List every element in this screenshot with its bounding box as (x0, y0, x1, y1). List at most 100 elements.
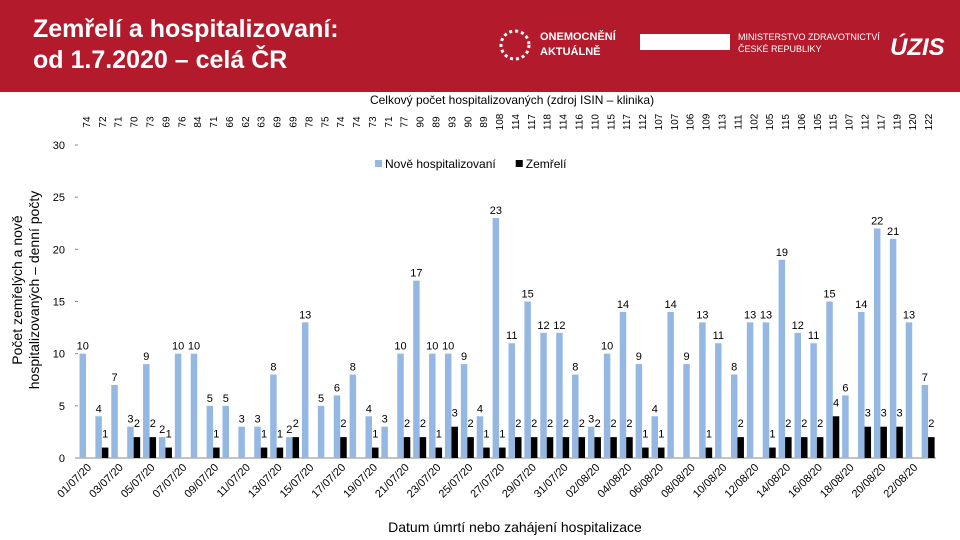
x-tick-label: 20/08/20 (850, 462, 889, 501)
total-label: 102 (749, 113, 760, 130)
value-label: 2 (150, 418, 156, 430)
total-label: 115 (606, 114, 617, 130)
bar-hospitalized (254, 426, 261, 458)
total-label: 63 (257, 116, 268, 128)
value-label: 4 (96, 403, 102, 415)
value-label: 3 (127, 414, 133, 426)
bar-hospitalized (111, 384, 118, 458)
value-label: 1 (166, 429, 172, 441)
bar-hospitalized (429, 353, 436, 458)
total-label: 89 (479, 116, 490, 128)
x-tick-label: 25/07/20 (437, 462, 476, 501)
x-tick-label: 19/07/20 (341, 462, 380, 501)
total-label: 116 (575, 114, 586, 130)
value-label: 2 (340, 418, 346, 430)
logo-text: ČESKÉ REPUBLIKY (738, 44, 822, 54)
value-label: 9 (143, 351, 149, 363)
value-label: 1 (436, 429, 442, 441)
value-label: 1 (769, 429, 775, 441)
y-tick-label: 15 (53, 297, 65, 309)
total-label: 93 (447, 116, 458, 128)
bar-hospitalized (317, 405, 325, 458)
bar-hospitalized (127, 426, 134, 458)
bar-deaths (546, 437, 554, 458)
total-label: 75 (320, 116, 331, 128)
value-label: 3 (382, 414, 388, 426)
value-label: 14 (665, 299, 677, 311)
bar-deaths (451, 426, 458, 458)
total-label: 112 (638, 114, 649, 130)
total-label: 77 (400, 116, 411, 128)
bar-hospitalized (540, 332, 547, 458)
value-label: 12 (792, 320, 804, 332)
value-label: 2 (563, 418, 569, 430)
bar-deaths (467, 437, 474, 458)
bar-hospitalized (762, 322, 770, 458)
value-label: 5 (318, 393, 324, 405)
value-label: 1 (372, 429, 378, 441)
value-label: 2 (531, 418, 537, 430)
total-label: 114 (511, 114, 522, 130)
value-label: 15 (823, 289, 835, 301)
x-tick-label: 18/08/20 (818, 462, 857, 501)
total-label: 84 (193, 116, 204, 128)
bar-hospitalized (238, 426, 245, 458)
bar-deaths (149, 437, 157, 458)
value-label: 1 (483, 429, 489, 441)
bar-hospitalized (619, 311, 627, 458)
total-label: 69 (161, 116, 172, 128)
value-label: 2 (420, 418, 426, 430)
bar-hospitalized (635, 364, 643, 458)
value-label: 9 (461, 351, 467, 363)
value-label: 13 (744, 309, 756, 321)
bar-deaths (864, 426, 872, 458)
value-label: 13 (903, 309, 915, 321)
value-label: 2 (286, 424, 292, 436)
x-tick-label: 06/08/20 (627, 462, 666, 501)
y-tick-label: 10 (53, 349, 65, 361)
y-tick-label: 5 (59, 401, 65, 413)
bar-hospitalized (794, 332, 801, 458)
value-label: 4 (652, 403, 658, 415)
value-label: 11 (506, 330, 517, 342)
bar-hospitalized (572, 374, 579, 458)
bar-deaths (340, 437, 347, 458)
y-tick-label: 25 (53, 192, 65, 204)
x-tick-label: 31/07/20 (532, 462, 571, 501)
value-label: 1 (499, 429, 505, 441)
value-label: 8 (270, 362, 276, 374)
bar-hospitalized (365, 416, 372, 458)
total-label: 69 (273, 116, 284, 128)
value-label: 2 (159, 424, 165, 436)
legend-swatch (515, 160, 523, 167)
x-tick-label: 15/07/20 (278, 462, 317, 501)
bar-deaths (133, 437, 141, 458)
bar-deaths (101, 447, 109, 458)
x-tick-label: 14/08/20 (754, 462, 793, 501)
x-tick-label: 21/07/20 (373, 462, 412, 501)
bar-hospitalized (143, 364, 150, 458)
logo-text: ONEMOCNĚNÍ (540, 30, 617, 43)
bar-deaths (419, 437, 427, 458)
value-label: 6 (842, 382, 848, 394)
total-label: 71 (209, 116, 220, 128)
bar-hospitalized (508, 343, 515, 458)
x-tick-label: 04/08/20 (596, 462, 635, 501)
bar-deaths (483, 447, 490, 458)
bar-hospitalized (381, 426, 388, 458)
value-label: 1 (277, 429, 283, 441)
header-title: od 1.7.2020 – celá ČR (33, 44, 287, 74)
total-label: 71 (384, 116, 395, 128)
bar-hospitalized (397, 353, 404, 458)
x-tick-label: 13/07/20 (246, 462, 285, 501)
total-label: 109 (702, 113, 713, 130)
value-label: 2 (785, 418, 791, 430)
total-label: 108 (495, 113, 506, 130)
value-label: 7 (922, 372, 928, 384)
bar-deaths (896, 426, 903, 458)
value-label: 2 (468, 418, 474, 430)
value-label: 2 (579, 418, 585, 430)
total-label: 74 (336, 116, 347, 128)
total-label: 89 (432, 116, 443, 128)
value-label: 9 (636, 351, 642, 363)
